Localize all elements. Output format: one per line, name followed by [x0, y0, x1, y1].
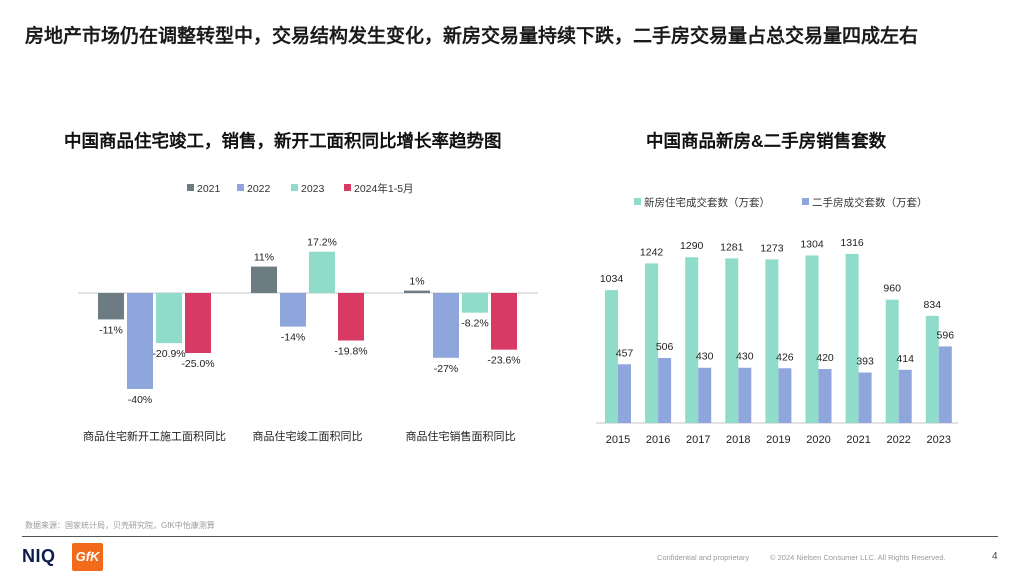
- bar-2023-1: [156, 293, 182, 344]
- data-label2-2022-2: 414: [896, 353, 914, 365]
- data-label2-2019-1: 1273: [760, 242, 784, 254]
- data-label-2021-2: 11%: [254, 252, 274, 264]
- bar-2021-3: [404, 290, 430, 293]
- data-label2-2015-2: 457: [616, 347, 634, 359]
- bar2-2018-1: [725, 258, 739, 423]
- category-label-2: 商品住宅竣工面积同比: [253, 429, 363, 443]
- year-label-2015: 2015: [606, 434, 630, 446]
- data-label2-2021-1: 1316: [840, 237, 864, 249]
- data-label-2024年1-5月-1: -25.0%: [181, 358, 214, 370]
- bar2-2023-1: [925, 315, 939, 423]
- data-label2-2020-2: 420: [816, 352, 834, 364]
- niq-logo: NIQ: [22, 546, 56, 566]
- bar2-2020-2: [818, 369, 832, 423]
- legend-swatch-4: [344, 184, 351, 191]
- bar-2021-1: [98, 293, 124, 320]
- year-label-2020: 2020: [806, 434, 830, 446]
- year-label-2018: 2018: [726, 434, 750, 446]
- bar2-2015-2: [618, 364, 631, 423]
- data-label-2023-1: -20.9%: [152, 348, 185, 360]
- bar2-2016-2: [658, 357, 672, 423]
- bar-2023-3: [462, 293, 488, 313]
- chart2-title: 中国商品新房&二手房销售套数: [646, 131, 887, 151]
- legend-label-3: 2023: [301, 183, 325, 195]
- legend-label-1: 2021: [197, 183, 221, 195]
- bar-2024年1-5月-2: [338, 293, 364, 341]
- legend-swatch-1: [187, 184, 194, 191]
- data-label2-2016-1: 1242: [640, 246, 664, 258]
- year-label-2022: 2022: [886, 434, 910, 446]
- confidential-note: Confidential and proprietary: [657, 553, 750, 562]
- year-label-2023: 2023: [927, 434, 951, 446]
- data-label2-2015-1: 1034: [600, 273, 624, 285]
- data-label-2022-1: -40%: [128, 394, 153, 406]
- data-label-2024年1-5月-2: -19.8%: [334, 346, 367, 358]
- gfk-logo: GfK: [72, 543, 103, 571]
- page-number: 4: [992, 551, 998, 562]
- year-label-2021: 2021: [846, 434, 870, 446]
- year-label-2016: 2016: [646, 434, 670, 446]
- chart1-title: 中国商品住宅竣工，销售，新开工面积同比增长率趋势图: [64, 131, 502, 151]
- data-label2-2019-2: 426: [776, 351, 794, 363]
- bar2-2021-1: [845, 253, 859, 423]
- data-label-2024年1-5月-3: -23.6%: [487, 355, 520, 367]
- legend2-swatch-1: [634, 198, 641, 205]
- legend-label-4: 2024年1-5月: [354, 182, 414, 195]
- data-label2-2016-2: 506: [656, 341, 674, 353]
- footer-divider: [22, 536, 998, 537]
- bar2-2020-1: [805, 255, 819, 423]
- data-label2-2021-2: 393: [856, 355, 874, 367]
- data-label2-2017-1: 1290: [680, 240, 704, 252]
- bar2-2021-2: [858, 372, 872, 423]
- data-label-2021-3: 1%: [409, 276, 424, 288]
- year-label-2017: 2017: [686, 434, 710, 446]
- bar2-2023-2: [938, 346, 952, 423]
- bar2-2015-1: [605, 290, 618, 423]
- data-label2-2023-1: 834: [924, 299, 942, 311]
- data-label2-2018-2: 430: [736, 351, 754, 363]
- data-label-2021-1: -11%: [99, 324, 123, 336]
- legend-label-2: 2022: [247, 183, 271, 195]
- bar2-2022-2: [898, 369, 912, 423]
- data-label2-2023-2: 596: [937, 329, 955, 341]
- bar-2024年1-5月-1: [185, 293, 211, 353]
- year-label-2019: 2019: [766, 434, 790, 446]
- data-label2-2018-1: 1281: [720, 241, 744, 253]
- legend2-label-2: 二手房成交套数（万套）: [812, 196, 928, 209]
- data-label-2023-2: 17.2%: [307, 237, 337, 249]
- bar-2021-2: [251, 266, 277, 293]
- source-note: 数据来源：国家统计局，贝壳研究院，GfK中怡康测算: [25, 521, 215, 530]
- bar-2024年1-5月-3: [491, 293, 517, 350]
- bar-2022-1: [127, 293, 153, 389]
- bar2-2019-2: [778, 368, 792, 423]
- category-label-1: 商品住宅新开工施工面积同比: [83, 429, 226, 443]
- legend-swatch-2: [237, 184, 244, 191]
- legend2-swatch-2: [802, 198, 809, 205]
- legend-swatch-3: [291, 184, 298, 191]
- bar-2022-3: [433, 293, 459, 358]
- data-label2-2020-1: 1304: [800, 238, 824, 250]
- bar-2023-2: [309, 251, 335, 293]
- data-label-2022-3: -27%: [434, 363, 459, 375]
- data-label-2022-2: -14%: [281, 332, 306, 344]
- bar2-2017-1: [685, 257, 699, 423]
- legend2-label-1: 新房住宅成交套数（万套）: [644, 196, 770, 209]
- data-label-2023-3: -8.2%: [461, 318, 488, 330]
- data-label2-2022-1: 960: [883, 283, 901, 295]
- slide-title: 房地产市场仍在调整转型中，交易结构发生变化，新房交易量持续下跌，二手房交易量占总…: [25, 26, 919, 47]
- copyright-note: © 2024 Nielsen Consumer LLC. All Rights …: [770, 553, 946, 562]
- bar2-2019-1: [765, 259, 779, 423]
- bar2-2022-1: [885, 299, 899, 423]
- bar2-2017-2: [698, 367, 712, 423]
- category-label-3: 商品住宅销售面积同比: [406, 429, 516, 443]
- bar2-2018-2: [738, 367, 752, 423]
- data-label2-2017-2: 430: [696, 351, 714, 363]
- bar2-2016-1: [645, 263, 659, 423]
- bar-2022-2: [280, 293, 306, 327]
